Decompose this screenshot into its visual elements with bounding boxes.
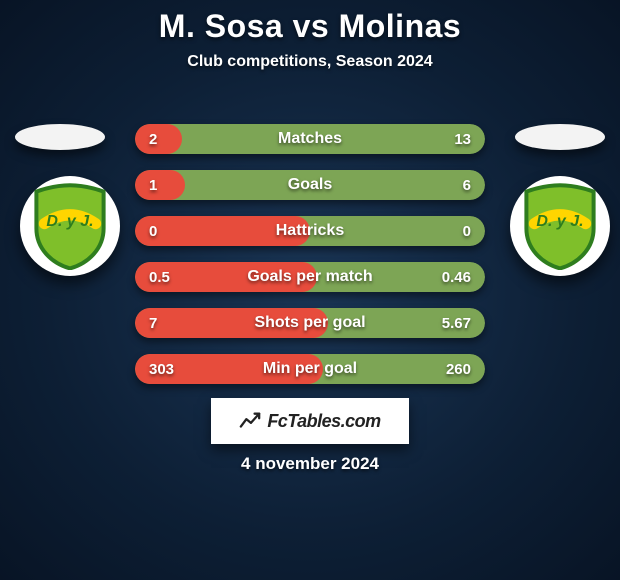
subtitle: Club competitions, Season 2024	[0, 53, 620, 71]
stat-rows: 213Matches 16Goals 00Hattricks 0.50.46Goals…	[135, 124, 485, 400]
club-crest-left: D. y J.	[20, 176, 120, 276]
shield-icon: D. y J.	[520, 182, 600, 270]
stat-label: Matches	[135, 124, 485, 154]
stat-label: Goals per match	[135, 262, 485, 292]
player-left-name: M. Sosa	[159, 8, 283, 44]
stat-row: 303260Min per goal	[135, 354, 485, 384]
club-crest-right: D. y J.	[510, 176, 610, 276]
stat-row: 0.50.46Goals per match	[135, 262, 485, 292]
stat-row: 75.67Shots per goal	[135, 308, 485, 338]
page-title: M. Sosa vs Molinas	[0, 0, 620, 45]
stat-label: Min per goal	[135, 354, 485, 384]
vs-separator: vs	[293, 8, 330, 44]
country-flag-left	[15, 124, 105, 150]
stat-row: 213Matches	[135, 124, 485, 154]
comparison-card: M. Sosa vs Molinas Club competitions, Se…	[0, 0, 620, 580]
chart-icon	[239, 410, 261, 432]
stat-label: Goals	[135, 170, 485, 200]
player-right-name: Molinas	[339, 8, 462, 44]
shield-icon: D. y J.	[30, 182, 110, 270]
country-flag-right	[515, 124, 605, 150]
stat-row: 16Goals	[135, 170, 485, 200]
brand-name: FcTables.com	[267, 411, 380, 432]
stat-label: Shots per goal	[135, 308, 485, 338]
footer-date: 4 november 2024	[0, 454, 620, 474]
svg-text:D. y J.: D. y J.	[536, 213, 583, 230]
brand-badge: FcTables.com	[211, 398, 409, 444]
svg-text:D. y J.: D. y J.	[46, 213, 93, 230]
stat-label: Hattricks	[135, 216, 485, 246]
stat-row: 00Hattricks	[135, 216, 485, 246]
